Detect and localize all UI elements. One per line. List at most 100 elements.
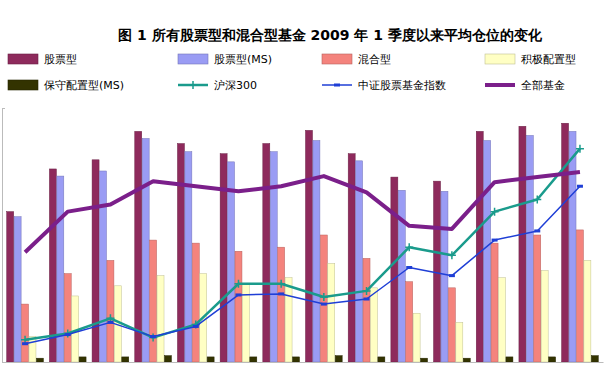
line xyxy=(25,186,580,343)
line-marker xyxy=(364,298,370,301)
bar xyxy=(413,313,420,362)
bar xyxy=(328,263,335,362)
bar xyxy=(278,247,285,362)
bar xyxy=(135,131,142,362)
y-axis-line xyxy=(3,109,6,363)
bar xyxy=(549,357,556,362)
bar xyxy=(576,230,583,362)
bar xyxy=(150,240,157,362)
legend-item: 股票型(MS) xyxy=(178,53,272,66)
legend-item: 沪深300 xyxy=(178,79,257,92)
bar xyxy=(49,169,56,362)
bar xyxy=(335,356,342,362)
bar xyxy=(107,260,114,362)
line xyxy=(25,149,580,340)
bar xyxy=(541,271,548,362)
bar xyxy=(164,356,171,362)
line-marker xyxy=(448,251,456,259)
bar xyxy=(22,304,29,362)
y-tick-mark xyxy=(2,108,5,109)
legend-label: 股票型(MS) xyxy=(214,53,272,66)
chart-container: 图 1 所有股票型和混合型基金 2009 年 1 季度以来平均仓位的变化股票型股… xyxy=(0,0,605,375)
legend-label: 保守配置型(MS) xyxy=(44,79,124,92)
bar xyxy=(285,278,292,362)
legend-label: 股票型 xyxy=(44,53,77,66)
bar xyxy=(36,358,43,362)
bar xyxy=(142,138,149,362)
bar xyxy=(456,322,463,362)
bar xyxy=(476,131,483,362)
bar xyxy=(406,282,413,362)
bar xyxy=(14,217,21,362)
line-marker xyxy=(235,293,241,296)
bar xyxy=(64,274,71,362)
line-marker xyxy=(277,280,285,288)
bar xyxy=(519,126,526,362)
bar xyxy=(441,191,448,362)
bar xyxy=(263,144,270,362)
legend-swatch xyxy=(322,84,352,86)
bar xyxy=(484,141,491,362)
chart-title: 图 1 所有股票型和混合型基金 2009 年 1 季度以来平均仓位的变化 xyxy=(118,27,543,43)
legend-item: 股票型 xyxy=(8,53,77,66)
line-marker xyxy=(534,229,540,232)
chart-svg: 图 1 所有股票型和混合型基金 2009 年 1 季度以来平均仓位的变化股票型股… xyxy=(0,0,605,375)
line-marker xyxy=(107,321,113,324)
line-marker xyxy=(406,266,412,269)
line-marker xyxy=(576,145,584,153)
legend-label: 积极配置型 xyxy=(521,53,576,66)
legend-swatch xyxy=(8,54,38,64)
legend-swatch xyxy=(485,54,515,64)
line-marker xyxy=(320,293,328,301)
line-series xyxy=(22,185,583,345)
line-marker xyxy=(577,185,583,188)
bar-series xyxy=(29,260,591,362)
bar xyxy=(92,160,99,362)
legend: 股票型 股票型(MS) 混合型 积极配置型保守配置型(MS) 沪深300 中证股票基金指数… xyxy=(8,53,576,92)
line-marker xyxy=(492,239,498,242)
line-marker xyxy=(234,280,242,288)
bar xyxy=(313,141,320,362)
legend-item: 全部基金 xyxy=(485,79,565,92)
bar xyxy=(506,357,513,362)
bar xyxy=(363,258,370,362)
legend-marker xyxy=(189,81,197,89)
legend-item: 中证股票基金指数 xyxy=(322,79,446,92)
legend-swatch xyxy=(8,80,38,90)
bar xyxy=(270,152,277,362)
bar xyxy=(491,243,498,362)
bar xyxy=(421,358,428,362)
bar xyxy=(434,181,441,362)
legend-label: 全部基金 xyxy=(521,79,565,92)
bar xyxy=(562,123,569,362)
line-marker xyxy=(449,274,455,277)
bar xyxy=(306,130,313,362)
bar xyxy=(378,357,385,362)
legend-swatch xyxy=(322,54,352,64)
line-series xyxy=(25,172,580,252)
x-axis xyxy=(3,362,604,364)
bar xyxy=(29,337,36,362)
bar xyxy=(370,288,377,362)
line-marker xyxy=(150,335,156,338)
legend-marker xyxy=(334,84,340,87)
bar-series xyxy=(22,230,584,362)
bar xyxy=(100,171,107,362)
bar xyxy=(250,357,257,362)
bar xyxy=(293,357,300,362)
line-marker xyxy=(533,195,541,203)
line-marker xyxy=(278,292,284,295)
bar xyxy=(499,278,506,362)
line-marker xyxy=(491,208,499,216)
legend-label: 沪深300 xyxy=(214,79,257,92)
plot-area xyxy=(7,123,599,362)
line-marker xyxy=(193,325,199,328)
line-marker xyxy=(363,287,371,295)
line-marker xyxy=(149,334,157,342)
bar xyxy=(534,235,541,362)
legend-label: 中证股票基金指数 xyxy=(358,79,446,92)
legend-label: 混合型 xyxy=(358,53,391,66)
bar xyxy=(584,260,591,362)
bar xyxy=(591,356,598,362)
bar xyxy=(235,251,242,362)
